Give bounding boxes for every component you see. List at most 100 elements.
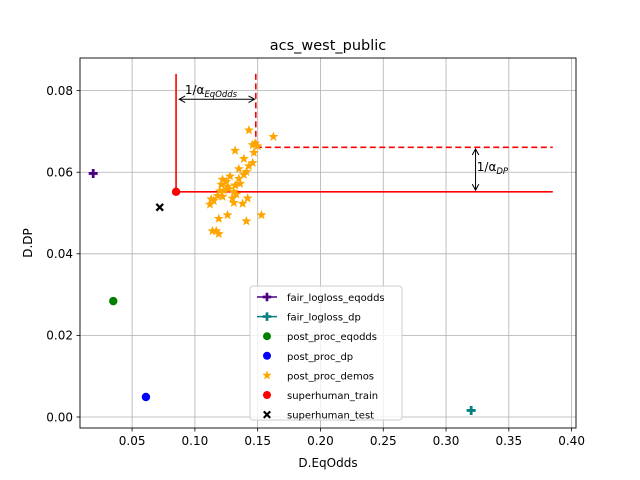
- legend-entry: post_proc_demos: [262, 370, 374, 382]
- y-tick-label: 0.02: [46, 329, 73, 343]
- reference-lines: [175, 73, 553, 193]
- legend-label: post_proc_demos: [287, 371, 374, 382]
- legend-entry: superhuman_train: [263, 391, 378, 402]
- point-post_proc_demos: [222, 181, 233, 191]
- legend-marker: [263, 410, 271, 419]
- legend-entry: fair_logloss_dp: [257, 312, 361, 324]
- point-post_proc_demos: [243, 160, 254, 171]
- point-post_proc_demos: [216, 179, 227, 189]
- annotation-label-base: 1/α: [185, 83, 205, 97]
- x-tick-label: 0.05: [119, 434, 146, 448]
- point-post_proc_demos: [207, 225, 218, 236]
- x-tick-label: 0.40: [558, 434, 585, 448]
- point-post_proc_demos: [230, 180, 241, 190]
- point-post_proc_demos: [256, 209, 267, 220]
- legend-label: superhuman_test: [287, 411, 374, 422]
- legend-entry: fair_logloss_eqodds: [257, 292, 385, 304]
- y-tick-label: 0.08: [46, 84, 73, 98]
- legend-marker: [262, 312, 272, 321]
- point-superhuman_test: [155, 203, 164, 212]
- annotation-label-subscript: EqOdds: [204, 90, 237, 100]
- point-post_proc_demos: [243, 125, 254, 135]
- point-post_proc_demos: [227, 193, 238, 203]
- point-post_proc_demos: [241, 215, 252, 226]
- y-tick-label: 0.06: [46, 166, 73, 180]
- point-post_proc_demos: [233, 173, 244, 183]
- legend: fair_logloss_eqodds fair_logloss_dp post_p…: [249, 285, 403, 422]
- point-post_proc_demos: [238, 153, 249, 163]
- x-tick-label: 0.15: [244, 434, 271, 448]
- point-post_proc_demos: [211, 225, 222, 236]
- annotation-arrow-head: [471, 147, 480, 156]
- legend-marker: [263, 351, 271, 360]
- x-tick-label: 0.35: [495, 434, 522, 448]
- point-post_proc_demos: [247, 139, 258, 150]
- point-post_proc_eqodds: [109, 296, 118, 306]
- point-post_proc_demos: [233, 163, 244, 174]
- point-post_proc_demos: [208, 195, 219, 205]
- x-tick-label: 0.10: [182, 434, 209, 448]
- point-post_proc_demos: [213, 213, 224, 223]
- y-tick-label: 0.04: [46, 247, 73, 261]
- legend-entry: post_proc_dp: [263, 352, 353, 363]
- legend-label: post_proc_dp: [287, 352, 353, 363]
- point-post_proc_demos: [241, 166, 252, 177]
- x-tick-label: 0.30: [433, 434, 460, 448]
- point-post_proc_demos: [223, 183, 234, 194]
- annotation-label: 1/αEqOdds: [185, 83, 238, 100]
- point-post_proc_demos: [242, 193, 253, 203]
- legend-box: [249, 285, 403, 421]
- y-tick-label: 0.00: [46, 410, 73, 424]
- point-post_proc_demos: [252, 140, 263, 151]
- point-post_proc_demos: [215, 185, 225, 196]
- point-post_proc_demos: [250, 138, 261, 148]
- point-post_proc_demos: [247, 157, 258, 168]
- legend-label: fair_logloss_eqodds: [287, 293, 385, 304]
- legend-entry: superhuman_test: [263, 411, 374, 422]
- point-post_proc_demos: [228, 197, 239, 208]
- annotation-label-base: 1/α: [477, 160, 497, 174]
- point-post_proc_demos: [228, 186, 239, 197]
- point-post_proc_demos: [248, 147, 259, 157]
- axis-ticks: 0.05 0.10 0.15 0.20 0.25 0.30 0.35 0.40 0.00 0.02…: [46, 84, 585, 448]
- legend-label: superhuman_train: [287, 391, 378, 402]
- chart-title: acs_west_public: [270, 38, 387, 54]
- point-fair_logloss_dp: [466, 405, 476, 415]
- annotation-arrow-head: [248, 95, 256, 103]
- point-fair_logloss_eqodds: [88, 168, 98, 178]
- legend-marker: [263, 391, 271, 399]
- legend-marker: [263, 332, 271, 341]
- point-post_proc_demos: [217, 191, 228, 201]
- point-post_proc_demos: [213, 228, 224, 239]
- annotation-arrow-head: [178, 95, 186, 103]
- point-post_proc_demos: [212, 190, 223, 201]
- y-axis-label: D.DP: [21, 228, 35, 258]
- legend-marker: [262, 292, 272, 302]
- legend-entry: post_proc_eqodds: [263, 332, 377, 343]
- point-post_proc_demos: [205, 199, 215, 209]
- point-superhuman_train: [171, 187, 181, 197]
- point-post_proc_demos: [230, 145, 241, 155]
- point-post_proc_demos: [237, 198, 248, 208]
- axes-frame: [79, 57, 577, 429]
- point-post_proc_demos: [221, 176, 232, 186]
- point-post_proc_dp: [141, 392, 151, 402]
- legend-label: post_proc_eqodds: [287, 332, 377, 343]
- point-post_proc_demos: [222, 209, 233, 220]
- point-post_proc_demos: [225, 171, 235, 181]
- annotation-arrow-head: [471, 183, 480, 192]
- x-tick-label: 0.20: [307, 434, 334, 448]
- point-post_proc_demos: [238, 169, 249, 179]
- legend-marker: [262, 370, 272, 380]
- data-points: [88, 125, 476, 415]
- annotation-label-subscript: DP: [496, 167, 509, 177]
- point-post_proc_demos: [206, 193, 217, 204]
- point-post_proc_demos: [217, 174, 228, 184]
- legend-label: fair_logloss_dp: [287, 313, 361, 324]
- point-post_proc_demos: [268, 131, 279, 141]
- x-tick-label: 0.25: [370, 434, 397, 448]
- annotation-label: 1/αDP: [477, 160, 509, 177]
- point-post_proc_demos: [231, 189, 242, 199]
